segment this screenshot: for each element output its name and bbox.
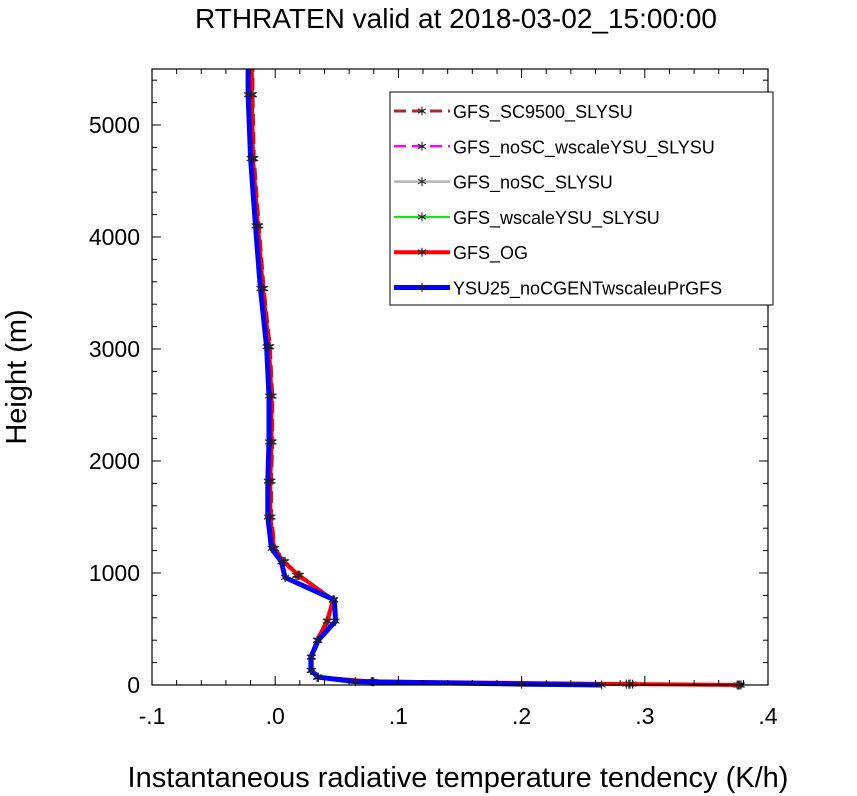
x-tick-label: .0: [266, 703, 285, 729]
y-tick-label: 5000: [89, 112, 140, 138]
x-tick-label: .3: [635, 703, 654, 729]
legend-marker: [417, 106, 427, 116]
x-axis-label: Instantaneous radiative temperature tend…: [128, 762, 789, 794]
legend-marker: [417, 212, 427, 222]
x-tick-label: .4: [758, 703, 777, 729]
legend-entry: GFS_noSC_SLYSU: [394, 173, 613, 194]
series-marker: [331, 616, 340, 626]
legend-label: GFS_SC9500_SLYSU: [453, 102, 633, 123]
series-marker: [625, 679, 635, 689]
legend: GFS_SC9500_SLYSU GFS_noSC_wscaleYSU_SLYSU…: [389, 91, 774, 306]
legend-box: [389, 91, 774, 306]
y-axis-label: Height (m): [1, 309, 33, 444]
x-tick-label: .2: [512, 703, 531, 729]
ticks-layer: -.1 .0 .1 .2 .3 .4 0 1000 2000 3000 4000 5000: [89, 69, 778, 729]
series-marker: [243, 90, 253, 100]
legend-entry: GFS_wscaleYSU_SLYSU: [394, 208, 660, 229]
series-line: [245, 69, 602, 688]
legend-entry: YSU25_noCGENTwscaleuPrGFS: [394, 279, 722, 300]
series-marker: [330, 595, 339, 605]
series-marker: [280, 573, 290, 582]
series-marker: [263, 476, 272, 486]
series-marker: [294, 570, 303, 580]
y-tick-label: 2000: [89, 448, 140, 474]
series-marker: [322, 616, 332, 626]
x-tick-label: .1: [389, 703, 408, 729]
y-tick-label: 3000: [89, 336, 140, 362]
legend-entry: GFS_noSC_wscaleYSU_SLYSU: [394, 137, 715, 158]
legend-label: YSU25_noCGENTwscaleuPrGFS: [453, 279, 722, 300]
series-marker: [264, 391, 274, 401]
legend-marker: [417, 141, 427, 151]
y-tick-label: 4000: [89, 224, 140, 250]
series-marker: [306, 652, 316, 662]
series-marker: [264, 437, 274, 447]
x-tick-label: -.1: [139, 703, 166, 729]
series-marker: [262, 342, 271, 352]
series-marker: [306, 665, 316, 675]
legend-label: GFS_noSC_SLYSU: [453, 173, 613, 194]
series-marker: [314, 635, 323, 645]
legend-entry: GFS_OG: [394, 243, 528, 264]
series-marker: [246, 154, 255, 164]
y-tick-label: 0: [127, 672, 140, 698]
series-marker: [263, 512, 272, 522]
series-layer: [243, 69, 746, 690]
legend-marker: [417, 283, 427, 292]
series-marker: [256, 284, 265, 293]
legend-marker: [417, 177, 427, 187]
chart-title: RTHRATEN valid at 2018-03-02_15:00:00: [195, 3, 717, 34]
legend-label: GFS_noSC_wscaleYSU_SLYSU: [453, 137, 715, 158]
plot-frame: [151, 68, 769, 686]
series-marker: [267, 543, 276, 553]
series-marker: [251, 221, 260, 231]
y-tick-label: 1000: [89, 560, 140, 586]
series-marker: [277, 557, 286, 567]
legend-label: GFS_wscaleYSU_SLYSU: [453, 208, 660, 229]
legend-label: GFS_OG: [453, 243, 528, 264]
legend-marker: [417, 247, 427, 257]
series-marker: [314, 672, 323, 682]
series-6: [243, 69, 606, 690]
legend-entry: GFS_SC9500_SLYSU: [394, 102, 633, 123]
